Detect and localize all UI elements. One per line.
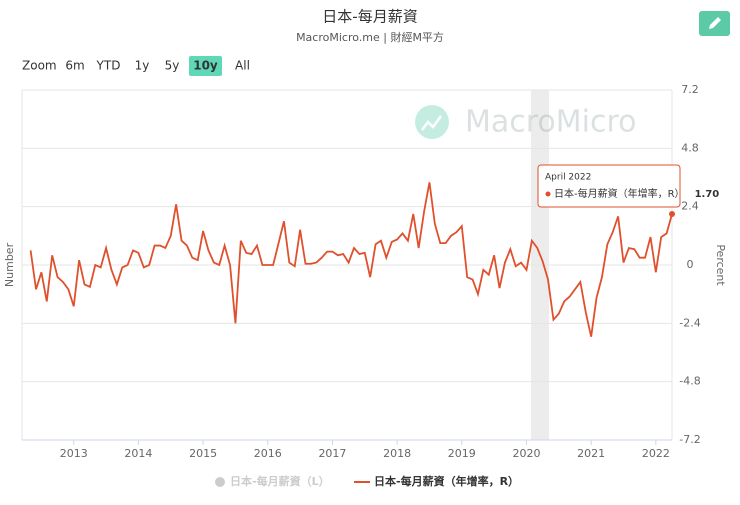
zoom-button[interactable]: 1y [135,59,150,73]
legend-item[interactable]: 日本-每月薪資（L） [215,474,330,488]
series-line [29,182,673,337]
legend-label: 日本-每月薪資（L） [230,474,330,488]
legend-item[interactable]: 日本-每月薪資（年增率，R） [354,474,519,488]
zoom-button-active [189,56,222,76]
x-tick-label: 2018 [383,447,411,460]
x-tick-label: 2013 [60,447,88,460]
tooltip-dot [545,191,551,197]
x-tick-label: 2021 [577,447,605,460]
zoom-button[interactable]: YTD [96,59,121,73]
tooltip-box [537,164,681,208]
y-axis-label: Number [3,242,16,287]
x-tick-label: 2017 [318,447,346,460]
y2-tick-label: -4.8 [679,375,700,388]
y2-tick-label: -7.2 [679,433,700,446]
watermark: MacroMicro [415,105,637,140]
zoom-button[interactable]: 6m [65,59,84,73]
pencil-icon [709,17,721,29]
tooltip-date: April 2022 [545,173,591,183]
zoom-button[interactable]: All [235,59,250,73]
y2-axis-label: Percent [714,244,727,286]
y2-tick-label: 0 [687,258,694,271]
y2-tick-label: 2.4 [681,200,699,213]
legend-dot [215,477,225,487]
chart-title: 日本-每月薪資 [322,8,417,26]
x-tick-label: 2014 [124,447,152,460]
x-tick-label: 2016 [254,447,282,460]
tooltip-value: 1.70 [695,189,720,200]
zoom-button[interactable]: 5y [165,59,180,73]
subtitle: MacroMicro.me | 財經M平方 [296,30,444,44]
x-tick-label: 2019 [448,447,476,460]
x-tick-label: 2020 [512,447,540,460]
watermark-text: MacroMicro [465,105,637,140]
x-tick-label: 2015 [189,447,217,460]
y2-tick-label: 4.8 [681,141,699,154]
zoom-button[interactable]: 10y [193,59,218,73]
zoom-label: Zoom [22,59,57,73]
y2-tick-label: 7.2 [681,83,699,96]
tooltip-series: 日本-每月薪資（年增率，R） [554,187,685,200]
y2-tick-label: -2.4 [679,316,700,329]
x-tick-label: 2022 [642,447,670,460]
hover-point [669,210,675,217]
legend-label: 日本-每月薪資（年增率，R） [374,474,519,488]
